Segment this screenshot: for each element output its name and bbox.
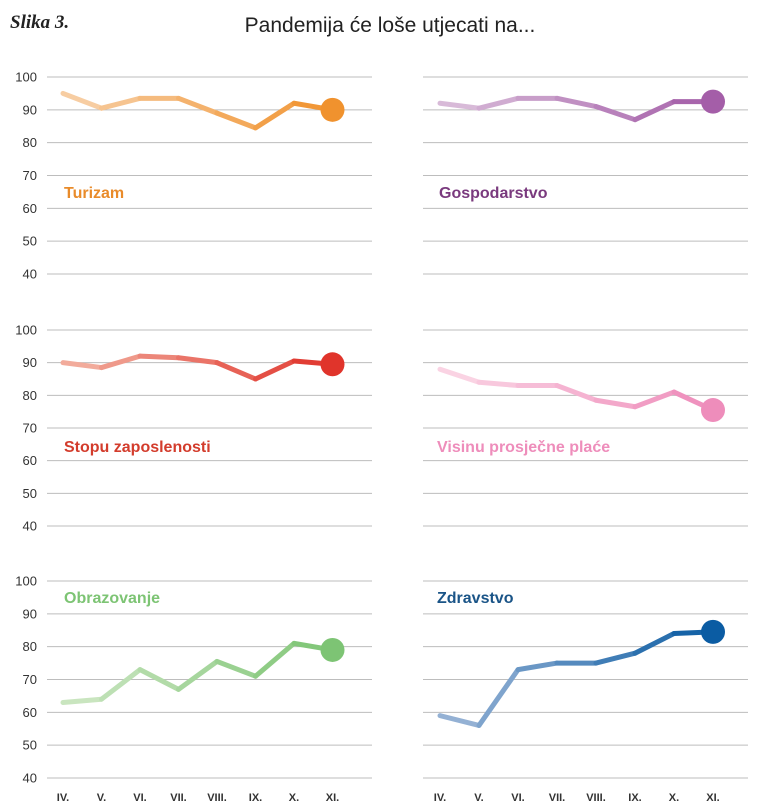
- obrazovanje-label: Obrazovanje: [64, 590, 160, 607]
- y-tick-label: 70: [23, 672, 37, 687]
- turizam-label: Turizam: [64, 185, 124, 202]
- zdravstvo-end-point: [701, 619, 725, 644]
- y-tick-label: 80: [23, 388, 37, 403]
- y-tick-label: 50: [23, 234, 37, 249]
- y-tick-label: 90: [23, 355, 37, 370]
- visinu-prosjecne-place-line-segment: [437, 366, 482, 385]
- x-tick-label: XI.: [326, 792, 339, 804]
- gospodarstvo-line-segment: [632, 99, 677, 123]
- chart-title: Pandemija će loše utjecati na...: [244, 14, 536, 37]
- y-tick-label: 80: [23, 639, 37, 654]
- turizam-line-segment: [176, 95, 220, 116]
- x-tick-label: VI.: [133, 792, 146, 804]
- y-tick-label: 40: [23, 519, 37, 534]
- y-tick-label: 40: [23, 267, 37, 282]
- stopu-zaposlenosti-line-segment: [99, 353, 143, 371]
- visinu-prosjecne-place-line-segment: [593, 397, 638, 410]
- y-tick-label: 50: [23, 738, 37, 753]
- obrazovanje-line-segment: [60, 696, 104, 705]
- figure-label: Slika 3.: [10, 12, 70, 33]
- x-tick-label: VIII.: [207, 792, 227, 804]
- visinu-prosjecne-place-line-segment: [554, 383, 599, 403]
- obrazovanje-end-point: [320, 637, 345, 662]
- visinu-prosjecne-place-line-segment: [476, 379, 521, 389]
- stopu-zaposlenosti-line-segment: [60, 360, 104, 371]
- x-tick-label: V.: [474, 792, 483, 804]
- visinu-prosjecne-place-label: Visinu prosječne plaće: [437, 439, 610, 456]
- x-tick-label: X.: [669, 792, 679, 804]
- x-tick-label: XI.: [706, 792, 719, 804]
- y-tick-label: 100: [15, 574, 37, 589]
- stopu-zaposlenosti-line-segment: [253, 358, 297, 382]
- stopu-zaposlenosti-line-segment: [214, 360, 258, 382]
- turizam-end-point: [320, 97, 345, 122]
- gospodarstvo-end-point: [701, 89, 725, 114]
- turizam-line-segment: [253, 100, 297, 131]
- obrazovanje-line-segment: [253, 640, 297, 679]
- stopu-zaposlenosti-line-segment: [176, 355, 220, 366]
- zdravstvo-line-segment: [476, 667, 521, 728]
- stopu-zaposlenosti-label: Stopu zaposlenosti: [64, 439, 211, 456]
- gospodarstvo-line-segment: [437, 100, 482, 111]
- obrazovanje-line-segment: [137, 667, 181, 692]
- x-tick-label: VIII.: [586, 792, 606, 804]
- x-tick-label: IX.: [628, 792, 641, 804]
- gospodarstvo-line-segment: [476, 95, 521, 111]
- y-tick-label: 60: [23, 453, 37, 468]
- stopu-zaposlenosti-line-segment: [137, 353, 181, 361]
- gospodarstvo-line-segment: [593, 104, 638, 123]
- y-tick-label: 100: [15, 70, 37, 85]
- y-tick-label: 80: [23, 135, 37, 150]
- y-tick-label: 70: [23, 421, 37, 436]
- turizam-line-segment: [60, 90, 104, 111]
- y-tick-label: 70: [23, 168, 37, 183]
- x-tick-label: VI.: [511, 792, 524, 804]
- visinu-prosjecne-place-end-point: [701, 398, 725, 423]
- x-tick-label: IV.: [57, 792, 69, 804]
- y-tick-label: 60: [23, 201, 37, 216]
- zdravstvo-line-segment: [437, 713, 482, 728]
- obrazovanje-line-segment: [99, 667, 143, 702]
- y-tick-label: 50: [23, 486, 37, 501]
- y-tick-label: 60: [23, 705, 37, 720]
- y-tick-label: 100: [15, 323, 37, 338]
- turizam-line-segment: [99, 95, 143, 111]
- obrazovanje-line-segment: [176, 658, 220, 692]
- visinu-prosjecne-place-line-segment: [632, 389, 677, 410]
- x-tick-label: IX.: [249, 792, 262, 804]
- x-tick-label: VII.: [170, 792, 187, 804]
- zdravstvo-line-segment: [632, 631, 677, 656]
- y-tick-label: 90: [23, 102, 37, 117]
- gospodarstvo-line-segment: [554, 95, 599, 110]
- x-tick-label: V.: [97, 792, 106, 804]
- zdravstvo-label: Zdravstvo: [437, 590, 514, 607]
- zdravstvo-line-segment: [515, 660, 560, 673]
- obrazovanje-line-segment: [214, 658, 258, 679]
- y-tick-label: 40: [23, 771, 37, 786]
- y-tick-label: 90: [23, 606, 37, 621]
- zdravstvo-line-segment: [593, 650, 638, 666]
- gospodarstvo-label: Gospodarstvo: [439, 185, 548, 202]
- x-tick-label: IV.: [434, 792, 446, 804]
- x-tick-label: VII.: [549, 792, 566, 804]
- x-tick-label: X.: [289, 792, 299, 804]
- stopu-zaposlenosti-end-point: [320, 352, 345, 377]
- turizam-line-segment: [214, 110, 258, 131]
